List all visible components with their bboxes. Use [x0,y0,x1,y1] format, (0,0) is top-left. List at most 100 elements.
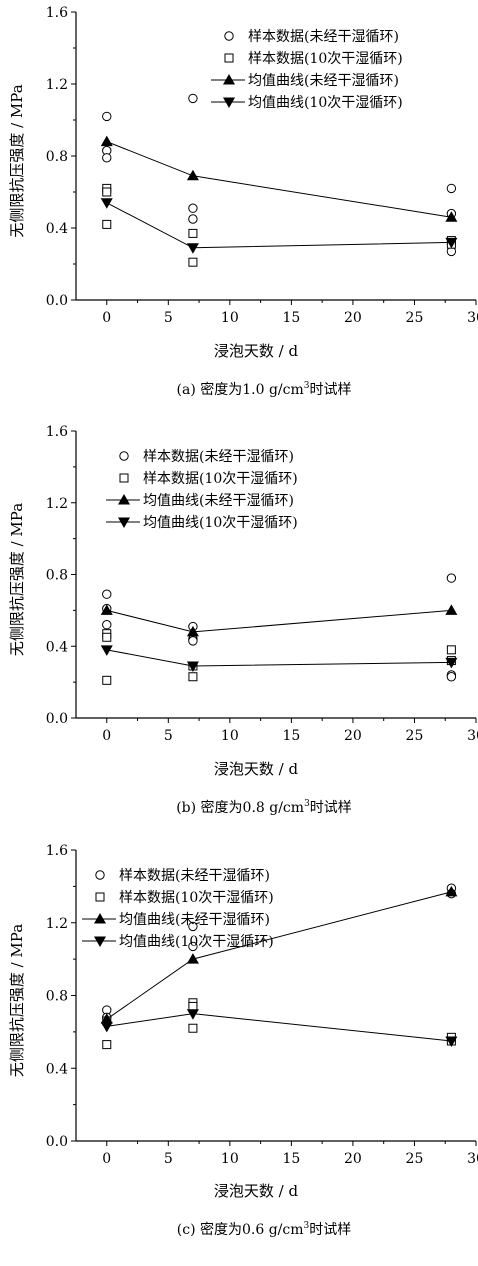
mean-point [445,1036,458,1047]
x-tick-label: 0 [102,728,111,744]
series-2 [102,629,456,685]
x-tick-label: 10 [221,1151,239,1167]
x-tick-label: 5 [164,310,173,326]
x-tick-label: 15 [282,310,300,326]
sample-point [102,589,112,599]
x-tick-label: 15 [282,728,300,744]
legend-marker [119,451,129,461]
x-tick-label: 10 [221,310,239,326]
y-axis-label: 无侧限抗压强度 / MPa [8,84,26,237]
sample-point [102,153,112,163]
mean-point [445,657,458,669]
mean-point [445,211,458,222]
legend-label: 均值曲线(未经干湿循环) [119,912,270,928]
x-tick-label: 10 [221,728,239,744]
legend-label: 样本数据(10次干湿循环) [143,471,298,487]
y-axis-label: 无侧限抗压强度 / MPa [8,924,26,1077]
mean-point [445,237,458,249]
mean-curve-line [106,649,452,667]
chart-caption: (c) 密度为0.6 g/cm3时试样 [177,1221,351,1238]
mean-point [100,198,113,209]
chart-panel-1: 0 5 10 15 20 25 30 0.0 0.4 0.8 1.2 1.6 浸泡天数 / d 无侧限抗压… [8,5,478,398]
sample-point [188,672,198,682]
legend-marker [223,97,235,108]
mean-curve-line [106,202,452,249]
legend-label: 均值曲线(未经干湿循环) [248,73,399,89]
legend-label: 均值曲线(10次干湿循环) [143,515,298,531]
y-tick-label: 1.2 [46,496,68,512]
legend-marker [224,53,234,63]
x-tick-label: 30 [467,728,478,744]
mean-point [100,1021,113,1033]
legend-label: 样本数据(10次干湿循环) [119,890,274,906]
legend-marker [118,517,130,528]
legend: 样本数据(未经干湿循环) 样本数据(10次干湿循环) 均值曲线(未经干湿循环) 均值曲… [106,449,298,531]
chart-caption: (b) 密度为0.8 g/cm3时试样 [176,799,352,816]
legend: 样本数据(未经干湿循环) 样本数据(10次干湿循环) 均值曲线(未经干湿循环) 均值曲… [211,29,403,111]
mean-curve-line [106,891,452,1020]
y-tick-label: 1.6 [46,424,68,440]
y-tick-label: 0.4 [46,221,68,237]
series-3 [100,604,458,637]
mean-point [186,243,199,254]
legend-label: 样本数据(10次干湿循环) [248,51,403,67]
mean-point [186,661,199,672]
y-tick-label: 0.4 [46,1061,68,1077]
legend-label: 样本数据(未经干湿循环) [143,449,294,465]
legend-marker [119,473,129,483]
mean-point [100,135,113,147]
mean-curve-line [106,141,452,218]
series-4 [100,1009,458,1047]
x-tick-label: 30 [467,1151,478,1167]
mean-curve-line [106,609,452,633]
y-tick-label: 0.0 [46,293,68,309]
sample-point [446,645,456,655]
x-tick-label: 5 [164,1151,173,1167]
x-tick-label: 5 [164,728,173,744]
sample-point [102,187,112,197]
sample-point [446,183,457,194]
series-2 [102,183,456,267]
mean-point [186,169,199,181]
series-1 [102,93,457,257]
sample-point [102,111,112,122]
mean-point [445,604,458,615]
legend-marker [224,31,234,41]
y-tick-label: 0.8 [46,989,68,1005]
y-tick-label: 0.0 [46,1134,68,1150]
series-3 [100,135,458,222]
x-tick-label: 20 [344,310,362,326]
x-tick-label: 25 [406,310,424,326]
x-axis-label: 浸泡天数 / d [214,760,299,778]
sample-point [102,620,112,630]
y-tick-label: 1.2 [46,916,68,932]
chart-panel-3: 0 5 10 15 20 25 30 0.0 0.4 0.8 1.2 1.6 浸泡天数 / d 无侧限抗压… [8,843,478,1238]
y-tick-label: 1.6 [46,843,68,859]
legend-label: 均值曲线(未经干湿循环) [143,493,294,509]
mean-point [445,885,458,897]
mean-curve-line [106,1013,452,1042]
sample-point [188,1023,198,1033]
y-tick-label: 0.8 [46,149,68,165]
legend-marker [95,870,105,880]
legend-marker [223,74,235,85]
mean-point [100,1013,113,1024]
legend-marker [94,936,106,947]
sample-point [188,228,198,238]
x-tick-label: 20 [344,728,362,744]
series-4 [100,645,458,672]
x-tick-label: 20 [344,1151,362,1167]
y-tick-label: 0.8 [46,568,68,584]
y-axis-label: 无侧限抗压强度 / MPa [8,503,26,656]
series-4 [100,198,458,254]
sample-point [188,257,198,267]
sample-point [102,632,112,642]
legend-label: 均值曲线(10次干湿循环) [119,934,274,950]
sample-point [188,921,198,932]
mean-point [100,604,113,615]
legend-marker [95,892,105,902]
x-axis-label: 浸泡天数 / d [214,342,299,360]
chart-panel-2: 0 5 10 15 20 25 30 0.0 0.4 0.8 1.2 1.6 浸泡天数 / d 无侧限抗压… [8,424,478,816]
y-tick-label: 1.2 [46,77,68,93]
